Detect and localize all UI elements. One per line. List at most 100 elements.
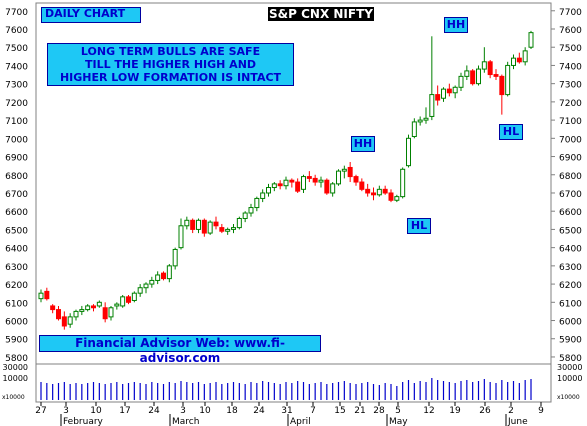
candle-up [266, 187, 271, 194]
candle-down [295, 181, 301, 192]
volume-unit-right: x10000 [557, 394, 580, 401]
commentary-line-1: LONG TERM BULLS ARE SAFE [80, 45, 261, 58]
price-tick-label-right: 6200 [559, 281, 582, 291]
candle-down [277, 183, 283, 187]
volume-unit-left: x10000 [2, 394, 25, 401]
candle-down [61, 316, 67, 327]
candle-down [388, 192, 394, 201]
price-tick-label-left: 7600 [5, 26, 28, 36]
date-tick-label: 10 [199, 406, 211, 416]
price-tick-label-right: 6100 [559, 299, 582, 309]
price-tick-label-left: 5800 [5, 354, 28, 364]
candle-up [400, 168, 406, 198]
candle-up [441, 88, 446, 99]
chart-period-label: DAILY CHART [41, 7, 141, 23]
candle-up [225, 228, 231, 232]
higher-low-label-june: HL [499, 124, 523, 140]
price-tick-label-left: 6500 [5, 226, 28, 236]
price-tick-label-left: 6200 [5, 281, 28, 291]
date-tick-label: 21 [354, 406, 365, 416]
candle-up [184, 219, 190, 227]
candle-up [301, 176, 306, 190]
candle-up [458, 75, 464, 88]
candle-up [406, 137, 411, 167]
price-tick-label-left: 7300 [5, 81, 28, 91]
candle-up [481, 61, 487, 70]
chart-title: S&P CNX NIFTY [268, 7, 374, 21]
candle-down [359, 181, 365, 190]
volume-panel [35, 363, 552, 403]
candle-up [476, 68, 481, 85]
candle-up [207, 221, 213, 234]
date-tick-label: 3 [63, 406, 69, 416]
date-tick-label: 2 [508, 406, 514, 416]
candle-up [178, 225, 184, 249]
commentary-box: LONG TERM BULLS ARE SAFE TILL THE HIGHER… [47, 43, 294, 86]
volume-bars-layer [40, 378, 532, 400]
candle-up [166, 265, 172, 280]
date-tick-label: 12 [423, 406, 434, 416]
candle-up [242, 212, 248, 219]
candle-up [114, 303, 120, 307]
candle-down [91, 305, 96, 309]
candle-up [137, 287, 143, 294]
month-label: March [172, 417, 199, 426]
price-tick-label-left: 6700 [5, 190, 28, 200]
candle-up [522, 50, 528, 63]
candle-up [120, 296, 126, 307]
price-tick-label-left: 6600 [5, 208, 28, 218]
candle-up [231, 227, 236, 230]
price-tick-label-left: 7500 [5, 44, 28, 54]
date-axis: 27 3 10 17 24 3 10 18 24 31 7 15 21 28 5 12 19 26 2 9 Februa… [35, 402, 544, 426]
candle-down [499, 75, 505, 96]
candle-up [376, 188, 382, 196]
volume-axis: 30000 30000 10000 10000 x10000 x10000 [2, 363, 582, 401]
candle-down [487, 61, 493, 76]
higher-high-label-april: HH [351, 136, 375, 152]
date-tick-label: 10 [90, 406, 102, 416]
candle-down [213, 221, 219, 227]
date-tick-label: 5 [395, 406, 401, 416]
candle-down [50, 305, 56, 311]
candle-up [283, 179, 289, 187]
volume-tick-label-right: 10000 [557, 374, 582, 383]
candle-up [511, 57, 516, 66]
candle-up [452, 86, 458, 94]
date-tick-label: 24 [148, 406, 160, 416]
price-tick-label-right: 5900 [559, 336, 582, 346]
candle-down [435, 94, 441, 101]
month-label: February [63, 417, 104, 426]
price-tick-label-right: 7700 [559, 8, 582, 18]
candle-up [336, 170, 341, 185]
candle-up [172, 248, 178, 267]
commentary-line-2: TILL THE HIGHER HIGH AND [84, 58, 257, 71]
candle-down [446, 88, 452, 94]
candle-down [201, 219, 207, 234]
candle-up [38, 292, 44, 300]
candle-up [131, 292, 137, 301]
candle-up [330, 183, 336, 194]
price-tick-label-right: 6700 [559, 190, 582, 200]
price-tick-label-left: 6900 [5, 154, 28, 164]
price-tick-label-left: 6800 [5, 172, 28, 182]
candle-down [324, 179, 330, 194]
date-tick-label: 9 [538, 406, 544, 416]
date-tick-label: 3 [180, 406, 186, 416]
price-tick-label-right: 7200 [559, 99, 582, 109]
candle-up [411, 121, 417, 137]
candle-up [196, 219, 201, 230]
higher-high-label-may: HH [444, 17, 468, 33]
candle-up [155, 274, 161, 281]
website-banner: Financial Advisor Web: www.fi-advisor.co… [39, 335, 321, 365]
date-tick-label: 26 [479, 406, 491, 416]
candle-up [429, 94, 435, 117]
price-tick-label-left: 7100 [5, 117, 28, 127]
candle-up [73, 310, 79, 318]
month-label: May [389, 417, 408, 426]
candle-up [528, 32, 534, 48]
price-tick-label-right: 6000 [559, 318, 582, 328]
candle-down [289, 179, 295, 183]
candle-up [423, 117, 429, 121]
candle-up [149, 279, 155, 285]
